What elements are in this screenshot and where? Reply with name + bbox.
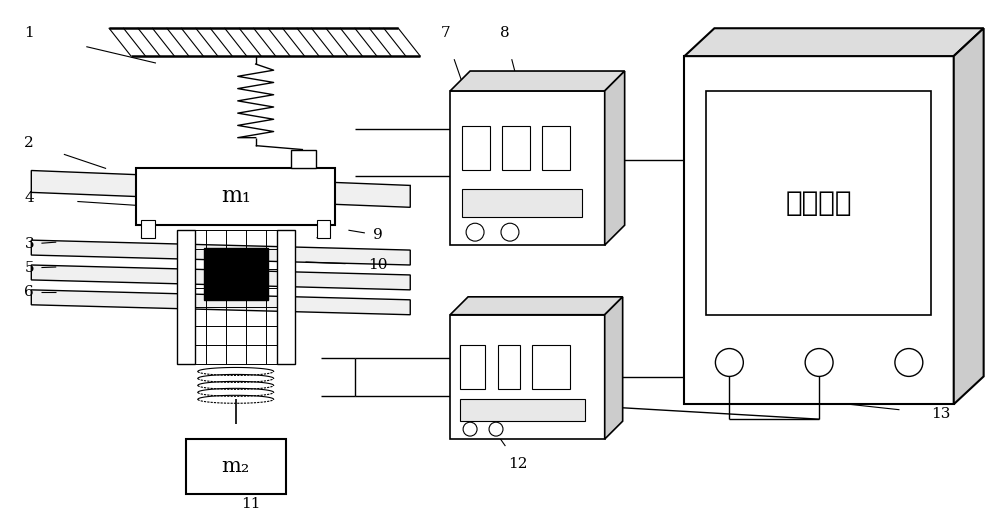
Polygon shape: [605, 297, 623, 439]
Bar: [498, 344, 520, 390]
Bar: [204, 248, 268, 300]
Bar: [684, 56, 954, 404]
Text: 1: 1: [24, 26, 34, 40]
Circle shape: [489, 422, 503, 436]
Bar: [462, 189, 582, 217]
Circle shape: [466, 223, 484, 241]
Circle shape: [805, 349, 833, 376]
Text: 9: 9: [373, 228, 383, 242]
Bar: [291, 149, 316, 167]
Text: 12: 12: [508, 457, 528, 471]
Bar: [141, 220, 155, 238]
Text: 8: 8: [500, 26, 510, 40]
Bar: [460, 399, 585, 421]
Bar: [706, 91, 931, 315]
Bar: [450, 315, 605, 439]
Text: 5: 5: [24, 261, 34, 275]
Bar: [460, 344, 485, 390]
Bar: [177, 230, 195, 365]
Bar: [131, 28, 420, 56]
Bar: [136, 167, 335, 225]
Text: 11: 11: [241, 497, 260, 511]
Polygon shape: [31, 171, 410, 207]
Text: 2: 2: [24, 136, 34, 149]
Polygon shape: [31, 290, 410, 315]
Circle shape: [895, 349, 923, 376]
Circle shape: [463, 422, 477, 436]
Polygon shape: [31, 240, 410, 265]
Text: 3: 3: [24, 237, 34, 251]
Circle shape: [501, 223, 519, 241]
Polygon shape: [31, 265, 410, 290]
Polygon shape: [450, 297, 623, 315]
Polygon shape: [954, 28, 984, 404]
Bar: [532, 344, 570, 390]
Bar: [450, 91, 605, 245]
Text: m₁: m₁: [221, 186, 251, 207]
Polygon shape: [605, 71, 625, 245]
Polygon shape: [450, 71, 625, 91]
Bar: [317, 220, 330, 238]
Polygon shape: [684, 28, 984, 56]
Text: 6: 6: [24, 285, 34, 299]
Text: 控制系统: 控制系统: [785, 189, 852, 217]
Bar: [186, 439, 286, 494]
Bar: [462, 126, 490, 171]
Bar: [277, 230, 295, 365]
Bar: [502, 126, 530, 171]
Text: 10: 10: [369, 258, 388, 272]
Text: m₂: m₂: [222, 457, 250, 476]
Text: 4: 4: [24, 191, 34, 205]
Bar: [542, 126, 570, 171]
Circle shape: [715, 349, 743, 376]
Text: 7: 7: [440, 26, 450, 40]
Text: 13: 13: [931, 407, 950, 421]
